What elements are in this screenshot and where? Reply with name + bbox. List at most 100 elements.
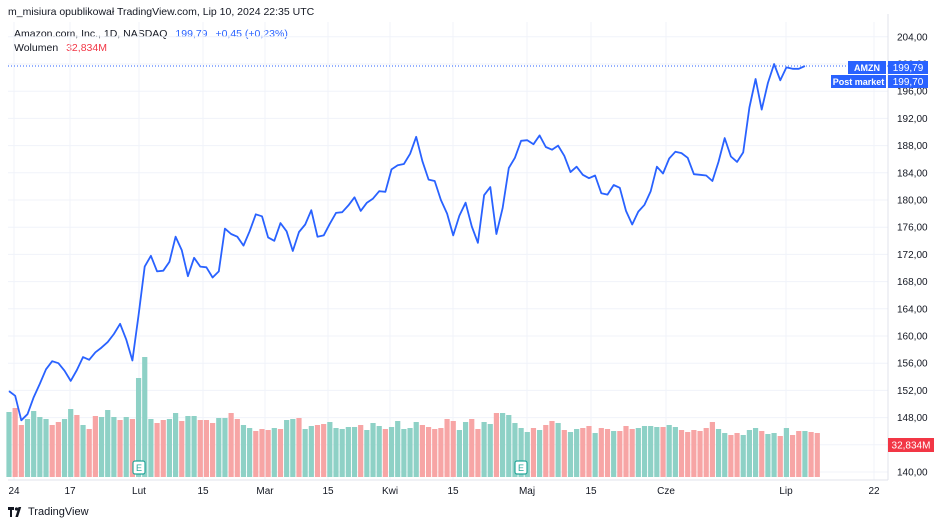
volume-tag[interactable]: 32,834M <box>892 441 931 452</box>
volume-bar <box>12 408 18 477</box>
footer-brand[interactable]: TradingView <box>28 506 89 518</box>
volume-bar <box>567 432 574 477</box>
volume-bar <box>351 427 358 477</box>
x-tick-label: Lip <box>779 486 793 497</box>
volume-bar <box>191 416 197 477</box>
volume-bar <box>580 428 586 477</box>
volume-bar <box>771 433 777 477</box>
tradingview-logo-icon[interactable] <box>8 507 24 517</box>
volume-bar <box>18 425 24 477</box>
volume-bar <box>777 436 783 477</box>
volume-bar <box>672 427 678 477</box>
volume-bar <box>265 430 271 477</box>
volume-bar <box>148 419 154 477</box>
volume-bar <box>345 427 351 477</box>
earnings-marker[interactable]: E <box>514 460 528 475</box>
volume-bar <box>413 422 419 477</box>
volume-bar <box>709 422 715 477</box>
volume-bar <box>179 421 185 477</box>
amzn-price-tag[interactable]: 199,79 <box>893 63 924 74</box>
amzn-tag-label-bg <box>848 61 886 74</box>
volume-bar <box>135 378 142 477</box>
volume-bar <box>253 431 259 477</box>
post-market-price-tag[interactable]: 199,70 <box>893 77 924 88</box>
volume-bar <box>6 412 12 477</box>
x-tick-label: Maj <box>519 486 535 497</box>
volume-bar <box>574 429 580 477</box>
volume-bar <box>678 430 685 477</box>
volume-bar <box>789 435 796 477</box>
volume-bar <box>604 429 611 477</box>
volume-bar <box>432 429 438 477</box>
volume-bar <box>728 435 734 477</box>
post-market-label[interactable]: Post market <box>833 77 885 87</box>
amzn-tag-label[interactable]: AMZN <box>854 63 880 73</box>
volume-bar <box>462 422 469 477</box>
volume-tag-bg <box>888 438 934 452</box>
volume-bar <box>395 421 401 477</box>
volume-bar <box>216 418 222 477</box>
volume-bar <box>277 429 284 477</box>
volume-bar <box>734 433 740 477</box>
volume-bar <box>425 427 432 477</box>
earnings-marker-box <box>514 460 528 475</box>
volume-bar <box>641 426 648 477</box>
volume-bar <box>512 423 518 477</box>
volume-bar <box>259 429 265 477</box>
volume-bar <box>814 433 820 477</box>
volume-bar <box>629 429 635 477</box>
volume-bar <box>796 431 802 477</box>
volume-bar <box>487 424 493 477</box>
volume-bar <box>382 429 388 477</box>
volume-bar <box>31 411 37 477</box>
volume-bar <box>746 430 752 477</box>
volume-bar <box>500 413 506 477</box>
volume-label: Wolumen <box>14 42 59 54</box>
y-tick-label: 168,00 <box>897 277 928 288</box>
volume-bar <box>154 423 160 477</box>
volume-bar <box>549 421 555 477</box>
amzn-price-tag-bg <box>888 61 928 74</box>
y-tick-label: 160,00 <box>897 332 928 343</box>
volume-bar <box>98 417 105 477</box>
x-tick-label: 15 <box>447 486 459 497</box>
x-tick-label: Cze <box>657 486 675 497</box>
volume-bar <box>456 430 463 477</box>
volume-bar <box>197 420 203 477</box>
volume-bar <box>24 419 31 477</box>
volume-bar <box>543 425 549 477</box>
volume-bar <box>506 415 512 477</box>
volume-bar <box>296 418 302 477</box>
earnings-marker[interactable]: E <box>132 460 146 475</box>
volume-bar <box>561 430 567 477</box>
x-tick-label: 17 <box>64 486 76 497</box>
y-tick-label: 192,00 <box>897 114 928 125</box>
volume-bar <box>635 428 641 477</box>
x-tick-label: 15 <box>585 486 597 497</box>
volume-bar <box>210 423 216 477</box>
volume-bar <box>234 419 240 477</box>
volume-bar <box>49 425 55 477</box>
y-tick-label: 148,00 <box>897 413 928 424</box>
volume-bar <box>271 428 277 477</box>
volume-bar <box>450 421 456 477</box>
y-tick-label: 156,00 <box>897 359 928 370</box>
volume-bar <box>555 423 561 477</box>
earnings-marker-label: E <box>518 463 524 473</box>
volume-bar <box>481 422 487 477</box>
volume-bar <box>111 417 117 477</box>
volume-bar <box>314 425 321 477</box>
x-tick-label: Mar <box>256 486 274 497</box>
volume-bar <box>685 432 691 477</box>
price-line[interactable] <box>8 63 806 422</box>
volume-bar <box>228 413 234 477</box>
volume-bar <box>370 423 376 477</box>
x-tick-label: Lut <box>132 486 146 497</box>
y-tick-label: 172,00 <box>897 250 928 261</box>
volume-row[interactable]: Wolumen 32,834M <box>14 41 288 55</box>
volume-bar <box>160 420 166 477</box>
volume-bar <box>808 432 814 477</box>
earnings-marker-box <box>132 460 146 475</box>
price-chart[interactable]: EE 140,00144,00148,00152,00156,00160,001… <box>0 0 948 505</box>
volume-bar <box>493 413 500 477</box>
